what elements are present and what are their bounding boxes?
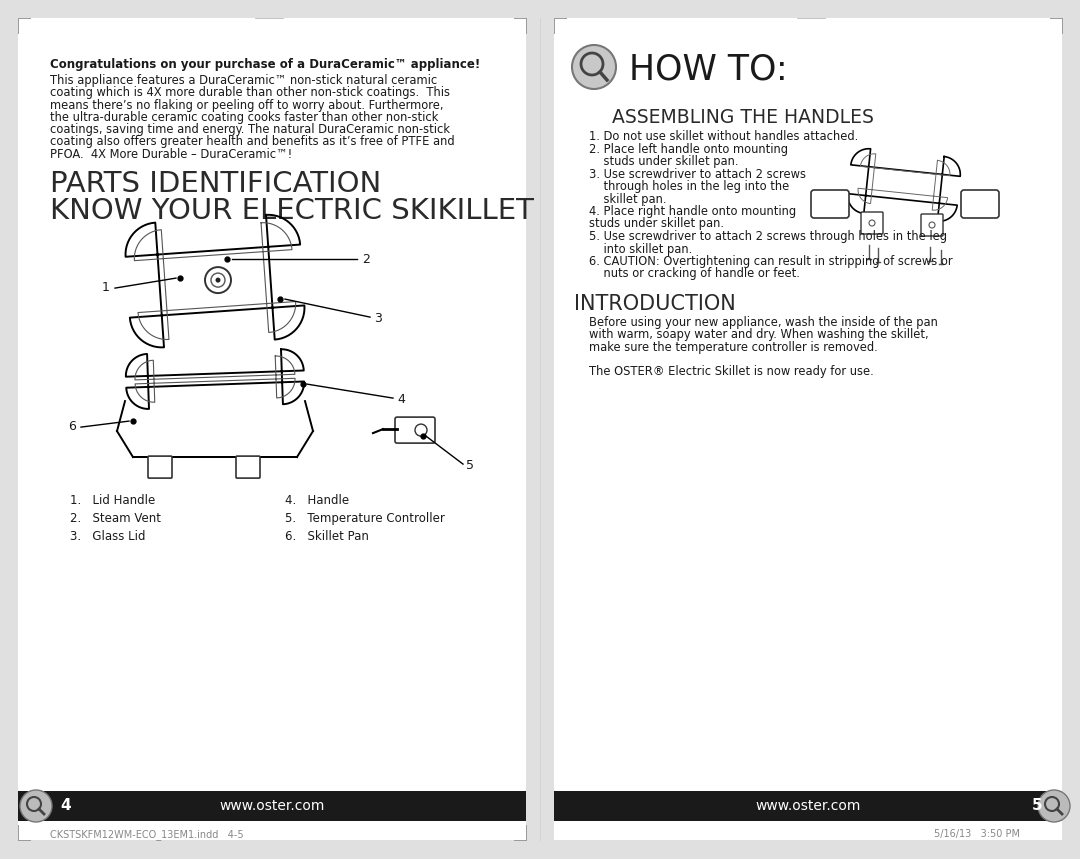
Text: www.oster.com: www.oster.com [219,799,325,813]
Circle shape [21,790,52,822]
Text: 5/16/13   3:50 PM: 5/16/13 3:50 PM [934,829,1020,839]
Text: 3. Use screwdriver to attach 2 screws: 3. Use screwdriver to attach 2 screws [589,168,806,180]
Text: PARTS IDENTIFICATION: PARTS IDENTIFICATION [50,170,381,198]
Text: into skillet pan.: into skillet pan. [589,242,692,255]
Circle shape [415,424,427,436]
Text: 2. Place left handle onto mounting: 2. Place left handle onto mounting [589,143,788,155]
FancyBboxPatch shape [811,190,849,218]
Text: KNOW YOUR ELECTRIC SKIKILLET: KNOW YOUR ELECTRIC SKIKILLET [50,197,534,225]
FancyBboxPatch shape [961,190,999,218]
Bar [554,791,1062,821]
Text: coatings, saving time and energy. The natural DuraCeramic non-stick: coatings, saving time and energy. The na… [50,123,450,137]
FancyBboxPatch shape [237,456,260,478]
Text: 4: 4 [60,799,70,813]
Text: www.oster.com: www.oster.com [755,799,861,813]
Text: through holes in the leg into the: through holes in the leg into the [589,180,789,193]
Text: The OSTER® Electric Skillet is now ready for use.: The OSTER® Electric Skillet is now ready… [589,365,874,378]
Text: nuts or cracking of handle or feet.: nuts or cracking of handle or feet. [589,267,800,281]
Text: means there’s no flaking or peeling off to worry about. Furthermore,: means there’s no flaking or peeling off … [50,99,444,112]
Text: ASSEMBLING THE HANDLES: ASSEMBLING THE HANDLES [612,108,874,127]
Text: make sure the temperature controller is removed.: make sure the temperature controller is … [589,341,878,354]
Text: 3: 3 [374,312,382,325]
FancyBboxPatch shape [921,214,943,236]
Text: Congratulations on your purchase of a DuraCeramic™ appliance!: Congratulations on your purchase of a Du… [50,58,481,71]
Text: 4.   Handle: 4. Handle [285,494,349,507]
Bar [18,791,526,821]
Text: coating also offers greater health and benefits as it’s free of PTFE and: coating also offers greater health and b… [50,136,455,149]
Bar [18,18,526,840]
Text: 5.   Temperature Controller: 5. Temperature Controller [285,512,445,525]
Text: 2.   Steam Vent: 2. Steam Vent [70,512,161,525]
Text: 4: 4 [397,393,405,405]
Circle shape [216,277,220,283]
Text: the ultra-durable ceramic coating cooks faster than other non-stick: the ultra-durable ceramic coating cooks … [50,111,438,124]
FancyBboxPatch shape [861,212,883,234]
Text: skillet pan.: skillet pan. [589,192,666,205]
Text: 5. Use screwdriver to attach 2 screws through holes in the leg: 5. Use screwdriver to attach 2 screws th… [589,230,947,243]
Text: 5: 5 [465,459,474,472]
Text: 6. CAUTION: Overtightening can result in stripping of screws or: 6. CAUTION: Overtightening can result in… [589,255,953,268]
Text: 1. Do not use skillet without handles attached.: 1. Do not use skillet without handles at… [589,130,859,143]
Circle shape [572,45,616,89]
Text: 4. Place right handle onto mounting: 4. Place right handle onto mounting [589,205,796,218]
Text: studs under skillet pan.: studs under skillet pan. [589,217,724,230]
Text: coating which is 4X more durable than other non-stick coatings.  This: coating which is 4X more durable than ot… [50,86,450,100]
Text: with warm, soapy water and dry. When washing the skillet,: with warm, soapy water and dry. When was… [589,328,929,341]
Text: 3.   Glass Lid: 3. Glass Lid [70,530,146,543]
FancyBboxPatch shape [395,417,435,443]
Text: studs under skillet pan.: studs under skillet pan. [589,155,739,168]
Circle shape [929,222,935,228]
Text: CKSTSKFM12WM-ECO_13EM1.indd   4-5: CKSTSKFM12WM-ECO_13EM1.indd 4-5 [50,829,244,840]
Text: HOW TO:: HOW TO: [629,53,787,87]
Text: 1.   Lid Handle: 1. Lid Handle [70,494,156,507]
Circle shape [1038,790,1070,822]
Text: INTRODUCTION: INTRODUCTION [573,294,735,314]
Circle shape [869,220,875,226]
Text: 2: 2 [362,253,369,265]
Text: PFOA.  4X More Durable – DuraCeramic™!: PFOA. 4X More Durable – DuraCeramic™! [50,148,293,161]
Text: 6: 6 [68,419,76,433]
Text: 6.   Skillet Pan: 6. Skillet Pan [285,530,369,543]
Text: Before using your new appliance, wash the inside of the pan: Before using your new appliance, wash th… [589,316,937,329]
Text: 1: 1 [103,281,110,294]
Text: This appliance features a DuraCeramic™ non-stick natural ceramic: This appliance features a DuraCeramic™ n… [50,74,437,87]
FancyBboxPatch shape [148,456,172,478]
Text: 5: 5 [1031,799,1042,813]
Bar [554,18,1062,840]
